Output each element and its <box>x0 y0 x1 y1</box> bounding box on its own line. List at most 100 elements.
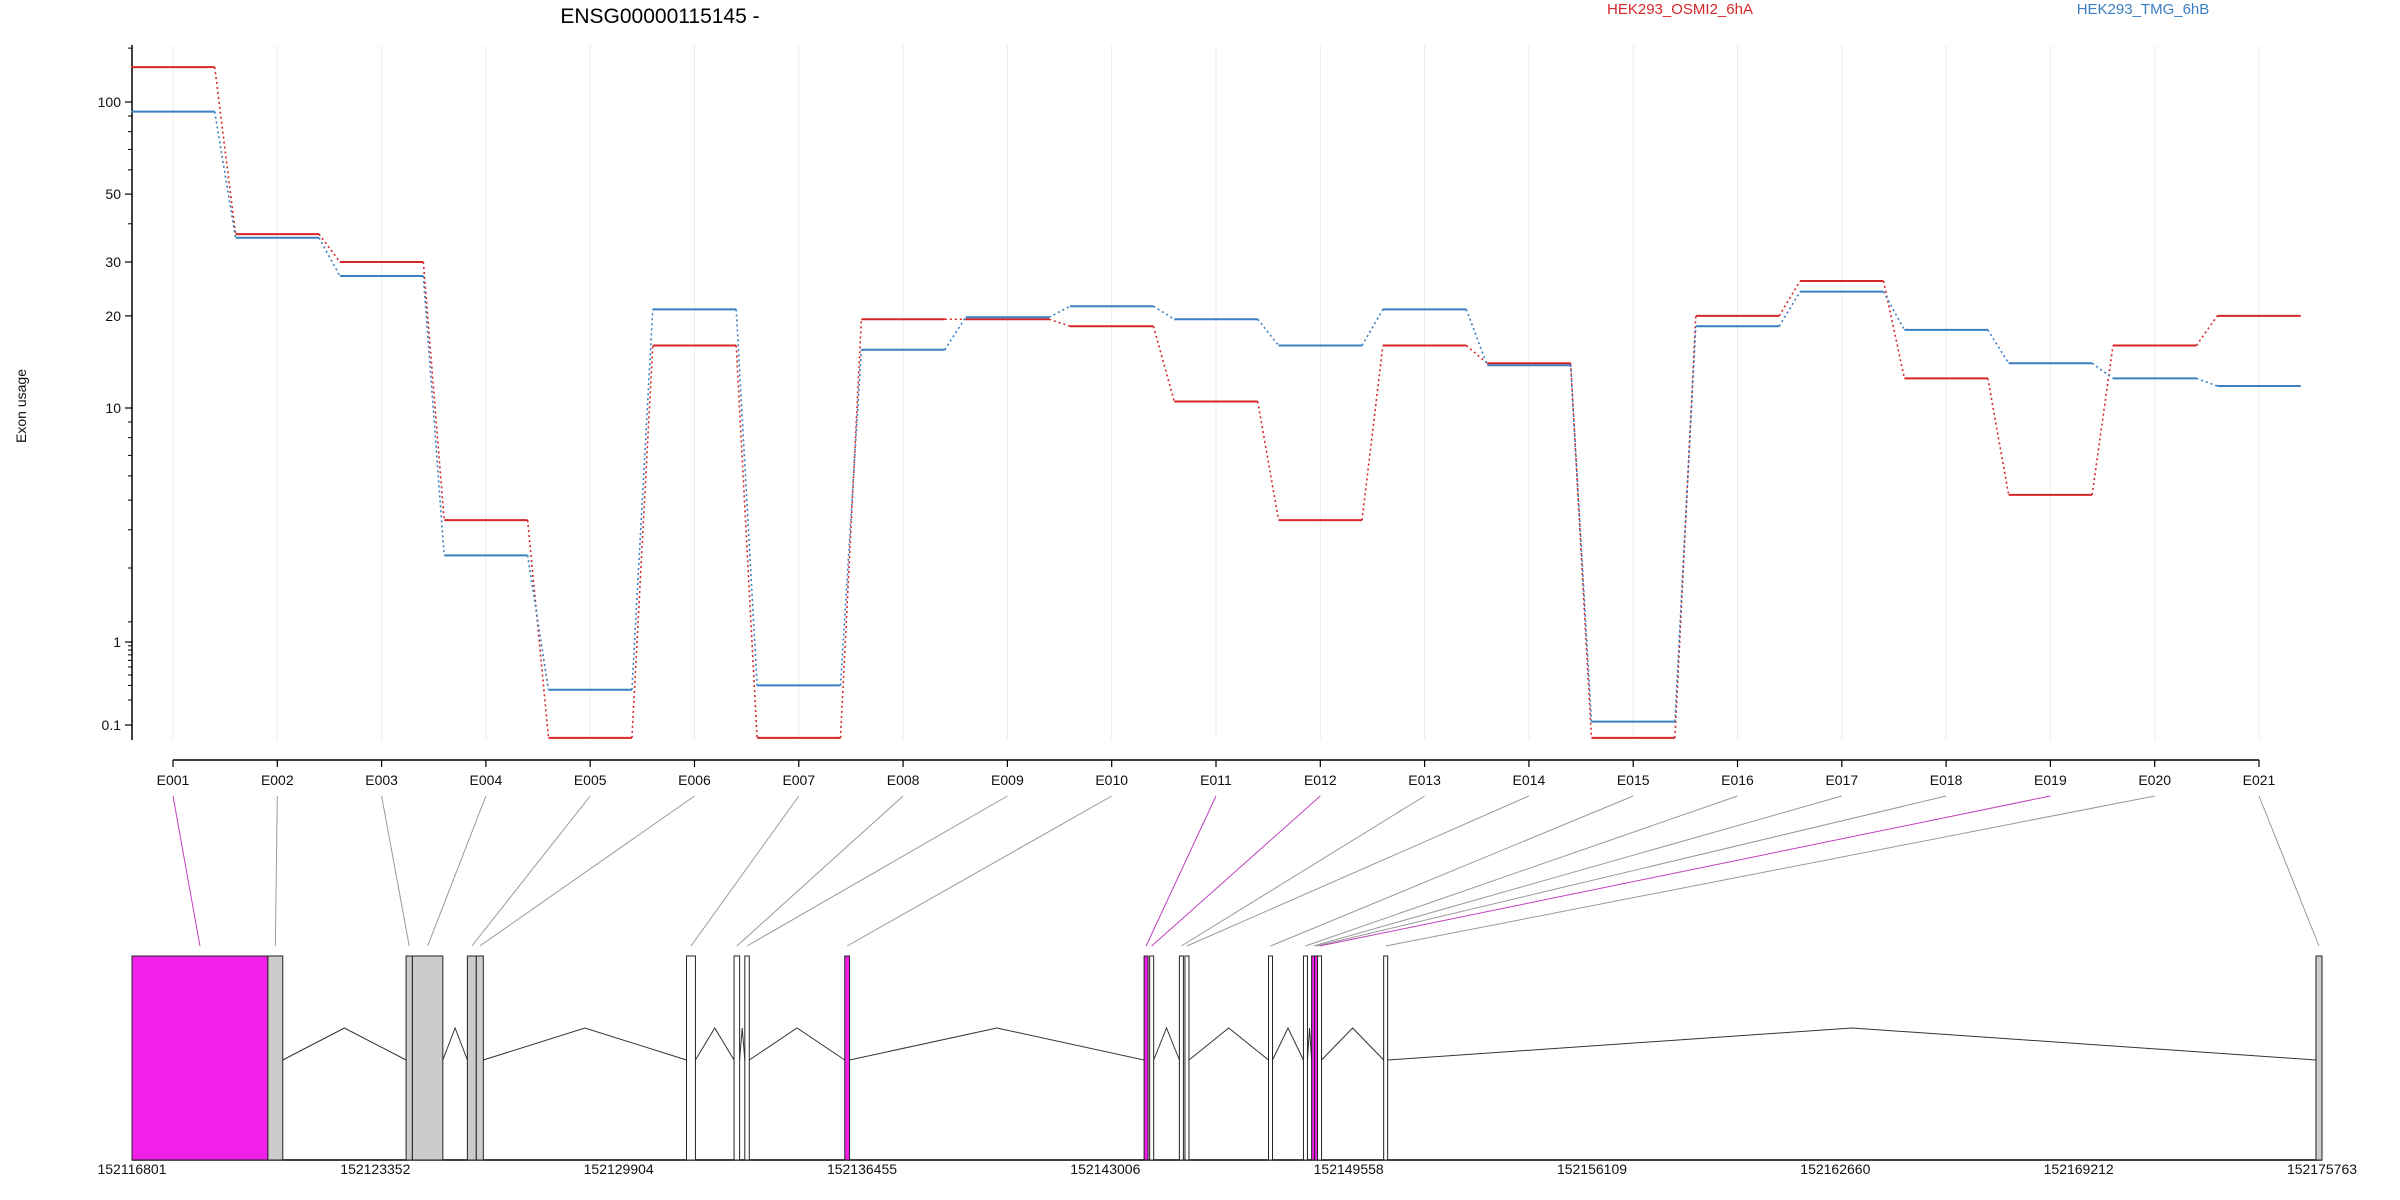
connector-e005 <box>471 795 591 947</box>
series-2-connector <box>839 349 863 686</box>
coordinate-label: 152156109 <box>1557 1161 1627 1177</box>
connector-e003 <box>381 795 410 947</box>
intron <box>748 1027 846 1061</box>
coordinate-label: 152129904 <box>584 1161 654 1177</box>
coordinate-label: 152149558 <box>1314 1161 1384 1177</box>
x-tick-label-e007: E007 <box>782 772 815 788</box>
intron <box>1387 1027 2316 1061</box>
series-1-connector <box>1256 401 1280 521</box>
series-2-connector <box>1152 305 1175 320</box>
exon-box-e002 <box>267 955 284 1161</box>
x-tick-label-e019: E019 <box>2034 772 2067 788</box>
y-tick-label: 10 <box>105 400 121 416</box>
connector-e021 <box>2258 795 2320 947</box>
connector-e002 <box>274 795 278 947</box>
x-tick-label-e003: E003 <box>365 772 398 788</box>
exon-box-e021 <box>2315 955 2323 1161</box>
x-tick-label-e011: E011 <box>1200 772 1232 788</box>
coordinate-label: 152175763 <box>2287 1161 2357 1177</box>
connector-e001 <box>172 795 201 947</box>
chart-axes: 0.1 1 10 20 30 50 100 E001 E002 E003 E004 E005 E006 E… <box>98 45 2276 788</box>
series-1-connector <box>526 520 550 738</box>
series-2-connector <box>213 111 237 238</box>
y-tick-label: 50 <box>105 186 121 202</box>
coordinate-label: 152136455 <box>827 1161 897 1177</box>
series-2-connector <box>526 555 550 690</box>
exon-box-e006 <box>475 955 484 1161</box>
series-2-connector <box>2091 362 2114 379</box>
connector-e010 <box>846 795 1112 947</box>
exon-box-e005 <box>466 955 477 1161</box>
coordinate-label: 152143006 <box>1070 1161 1140 1177</box>
series-2-connector <box>1257 318 1280 347</box>
connector-e006 <box>479 795 695 947</box>
y-tick-label: 100 <box>98 94 122 110</box>
x-tick-label-e010: E010 <box>1095 772 1128 788</box>
exon-box-e010 <box>844 955 851 1161</box>
y-tick-label: 0.1 <box>102 717 122 733</box>
x-tick-label-e013: E013 <box>1408 772 1441 788</box>
series-2-connector <box>1465 309 1488 366</box>
series-1-connector <box>1361 345 1384 521</box>
x-tick-label-e021: E021 <box>2243 772 2276 788</box>
x-tick-label-e018: E018 <box>1930 772 1963 788</box>
connector-e014 <box>1186 795 1530 947</box>
connector-e020 <box>1385 795 2155 947</box>
exon-box-e003 <box>405 955 413 1161</box>
intron <box>1188 1027 1269 1061</box>
x-tick-label-e008: E008 <box>887 772 920 788</box>
series-2-connector <box>631 309 654 690</box>
x-tick-label-e005: E005 <box>574 772 607 788</box>
series-lines <box>131 66 2301 739</box>
intron <box>483 1027 687 1061</box>
connector-e004 <box>427 795 487 947</box>
connector-e015 <box>1270 795 1634 947</box>
series-1-connector <box>213 67 237 235</box>
x-tick-label-e002: E002 <box>261 772 294 788</box>
intron <box>1272 1026 1304 1061</box>
exon-box-e012 <box>1149 955 1155 1161</box>
connector-e011 <box>1145 795 1217 947</box>
series-1-connector <box>2195 315 2218 346</box>
exon-box-e001 <box>131 955 269 1161</box>
x-tick-label-e017: E017 <box>1825 772 1858 788</box>
series-2-connector <box>1882 291 1906 331</box>
series-2-connector <box>735 309 758 686</box>
series-2-connector <box>1361 309 1384 346</box>
series-2-connector <box>944 316 967 351</box>
series-2-connector <box>1778 291 1801 327</box>
connector-e009 <box>746 795 1008 947</box>
series-1-connector <box>1465 344 1488 364</box>
intron <box>442 1026 468 1061</box>
series-1-connector <box>1778 280 1801 317</box>
series-1-connector <box>735 345 758 738</box>
x-tick-label-e016: E016 <box>1721 772 1754 788</box>
x-tick-label-e014: E014 <box>1513 772 1546 788</box>
exon-box-e007 <box>686 955 696 1161</box>
series-2-connector <box>2196 377 2218 387</box>
exon-box-e011 <box>1143 955 1149 1161</box>
series-1-connector <box>1674 315 1697 738</box>
series-1-connector <box>839 319 863 738</box>
x-tick-label-e020: E020 <box>2138 772 2171 788</box>
x-tick-label-e006: E006 <box>678 772 711 788</box>
exon-box-e013 <box>1178 955 1184 1161</box>
exon-box-e008 <box>733 955 741 1161</box>
series-1-connector <box>2091 345 2114 496</box>
y-tick-label: 20 <box>105 308 121 324</box>
series-1-connector <box>318 233 341 263</box>
exon-box-e009 <box>744 955 750 1161</box>
gridlines <box>172 45 2260 740</box>
connector-e008 <box>736 795 904 947</box>
coordinate-label: 152169212 <box>2044 1161 2114 1177</box>
connector-e019 <box>1319 795 2051 947</box>
gene-model: 152116801 152123352 152129904 152136455 1521… <box>97 955 2357 1177</box>
series-1-connector <box>1882 280 1906 379</box>
series-1 <box>131 66 2301 739</box>
series-1-connector <box>422 261 445 521</box>
coordinate-label: 152116801 <box>97 1161 166 1177</box>
series-2-connector <box>1987 329 2010 364</box>
series-2-connector <box>422 275 445 556</box>
intron <box>739 1027 746 1061</box>
exon-box-e019 <box>1317 955 1323 1161</box>
